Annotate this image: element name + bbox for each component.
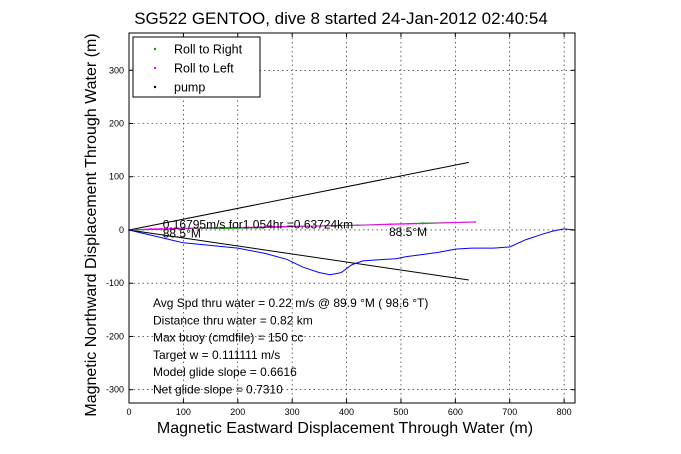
x-tick-label: 600 xyxy=(448,407,463,417)
tick-layer: 0 100 200 300 400 500 600 700 800 -300 -200 -100 0 10… xyxy=(106,33,575,417)
annotation-text: 88.5°M xyxy=(163,227,201,241)
x-tick-label: 400 xyxy=(339,407,354,417)
series-layer xyxy=(128,161,576,281)
legend-marker xyxy=(153,85,157,89)
stat-line: Model glide slope = 0.6616 xyxy=(153,365,297,379)
stat-line: Max buoy (cmdfile) = 150 cc xyxy=(153,331,303,345)
data-point xyxy=(454,221,457,224)
annotation-text: 88.5°M xyxy=(389,225,427,239)
stats-box: Avg Spd thru water = 0.22 m/s @ 89.9 °M … xyxy=(153,296,428,397)
stat-line: Target w = 0.111111 m/s xyxy=(153,348,280,362)
annotation-text: 0.16795m/s for1.054hr =0.63724km xyxy=(163,218,353,232)
chart-title: SG522 GENTOO, dive 8 started 24-Jan-2012… xyxy=(134,9,548,28)
x-tick-label: 200 xyxy=(230,407,245,417)
data-point xyxy=(421,222,424,225)
series-line-2 xyxy=(128,228,576,276)
x-axis-label: Magnetic Eastward Displacement Through W… xyxy=(157,420,533,437)
x-tick-label: 800 xyxy=(557,407,572,417)
plot-frame xyxy=(128,32,576,404)
y-tick-label: 300 xyxy=(109,65,124,75)
data-point xyxy=(378,223,381,226)
data-point xyxy=(334,224,337,227)
y-tick-label: 100 xyxy=(109,172,124,182)
series-line-3 xyxy=(128,161,469,231)
x-tick-label: 300 xyxy=(285,407,300,417)
legend-marker xyxy=(153,66,157,70)
stat-line: Net glide slope = 0.7310 xyxy=(153,383,283,397)
legend: Roll to Right Roll to Left pump xyxy=(132,36,261,98)
x-tick-label: 500 xyxy=(393,407,408,417)
data-point xyxy=(474,221,476,223)
x-tick-label: 0 xyxy=(126,407,131,417)
y-tick-label: -200 xyxy=(106,331,124,341)
y-axis-label: Magnetic Northward Displacement Through … xyxy=(83,33,100,416)
y-tick-label: 200 xyxy=(109,119,124,129)
legend-label: pump xyxy=(174,81,205,95)
legend-label: Roll to Right xyxy=(174,43,243,57)
data-point xyxy=(247,226,250,229)
x-tick-label: 700 xyxy=(502,407,517,417)
data-point xyxy=(291,225,294,228)
data-point xyxy=(209,226,212,229)
x-tick-label: 100 xyxy=(176,407,191,417)
series-line-4 xyxy=(128,229,469,281)
y-tick-label: -300 xyxy=(106,385,124,395)
y-tick-label: -100 xyxy=(106,278,124,288)
y-tick-label: 0 xyxy=(119,225,124,235)
legend-marker xyxy=(153,47,157,51)
data-point xyxy=(149,228,152,230)
stat-line: Avg Spd thru water = 0.22 m/s @ 89.9 °M … xyxy=(153,296,428,310)
legend-label: Roll to Left xyxy=(174,62,234,76)
stat-line: Distance thru water = 0.82 km xyxy=(153,313,313,327)
data-point xyxy=(177,227,179,230)
